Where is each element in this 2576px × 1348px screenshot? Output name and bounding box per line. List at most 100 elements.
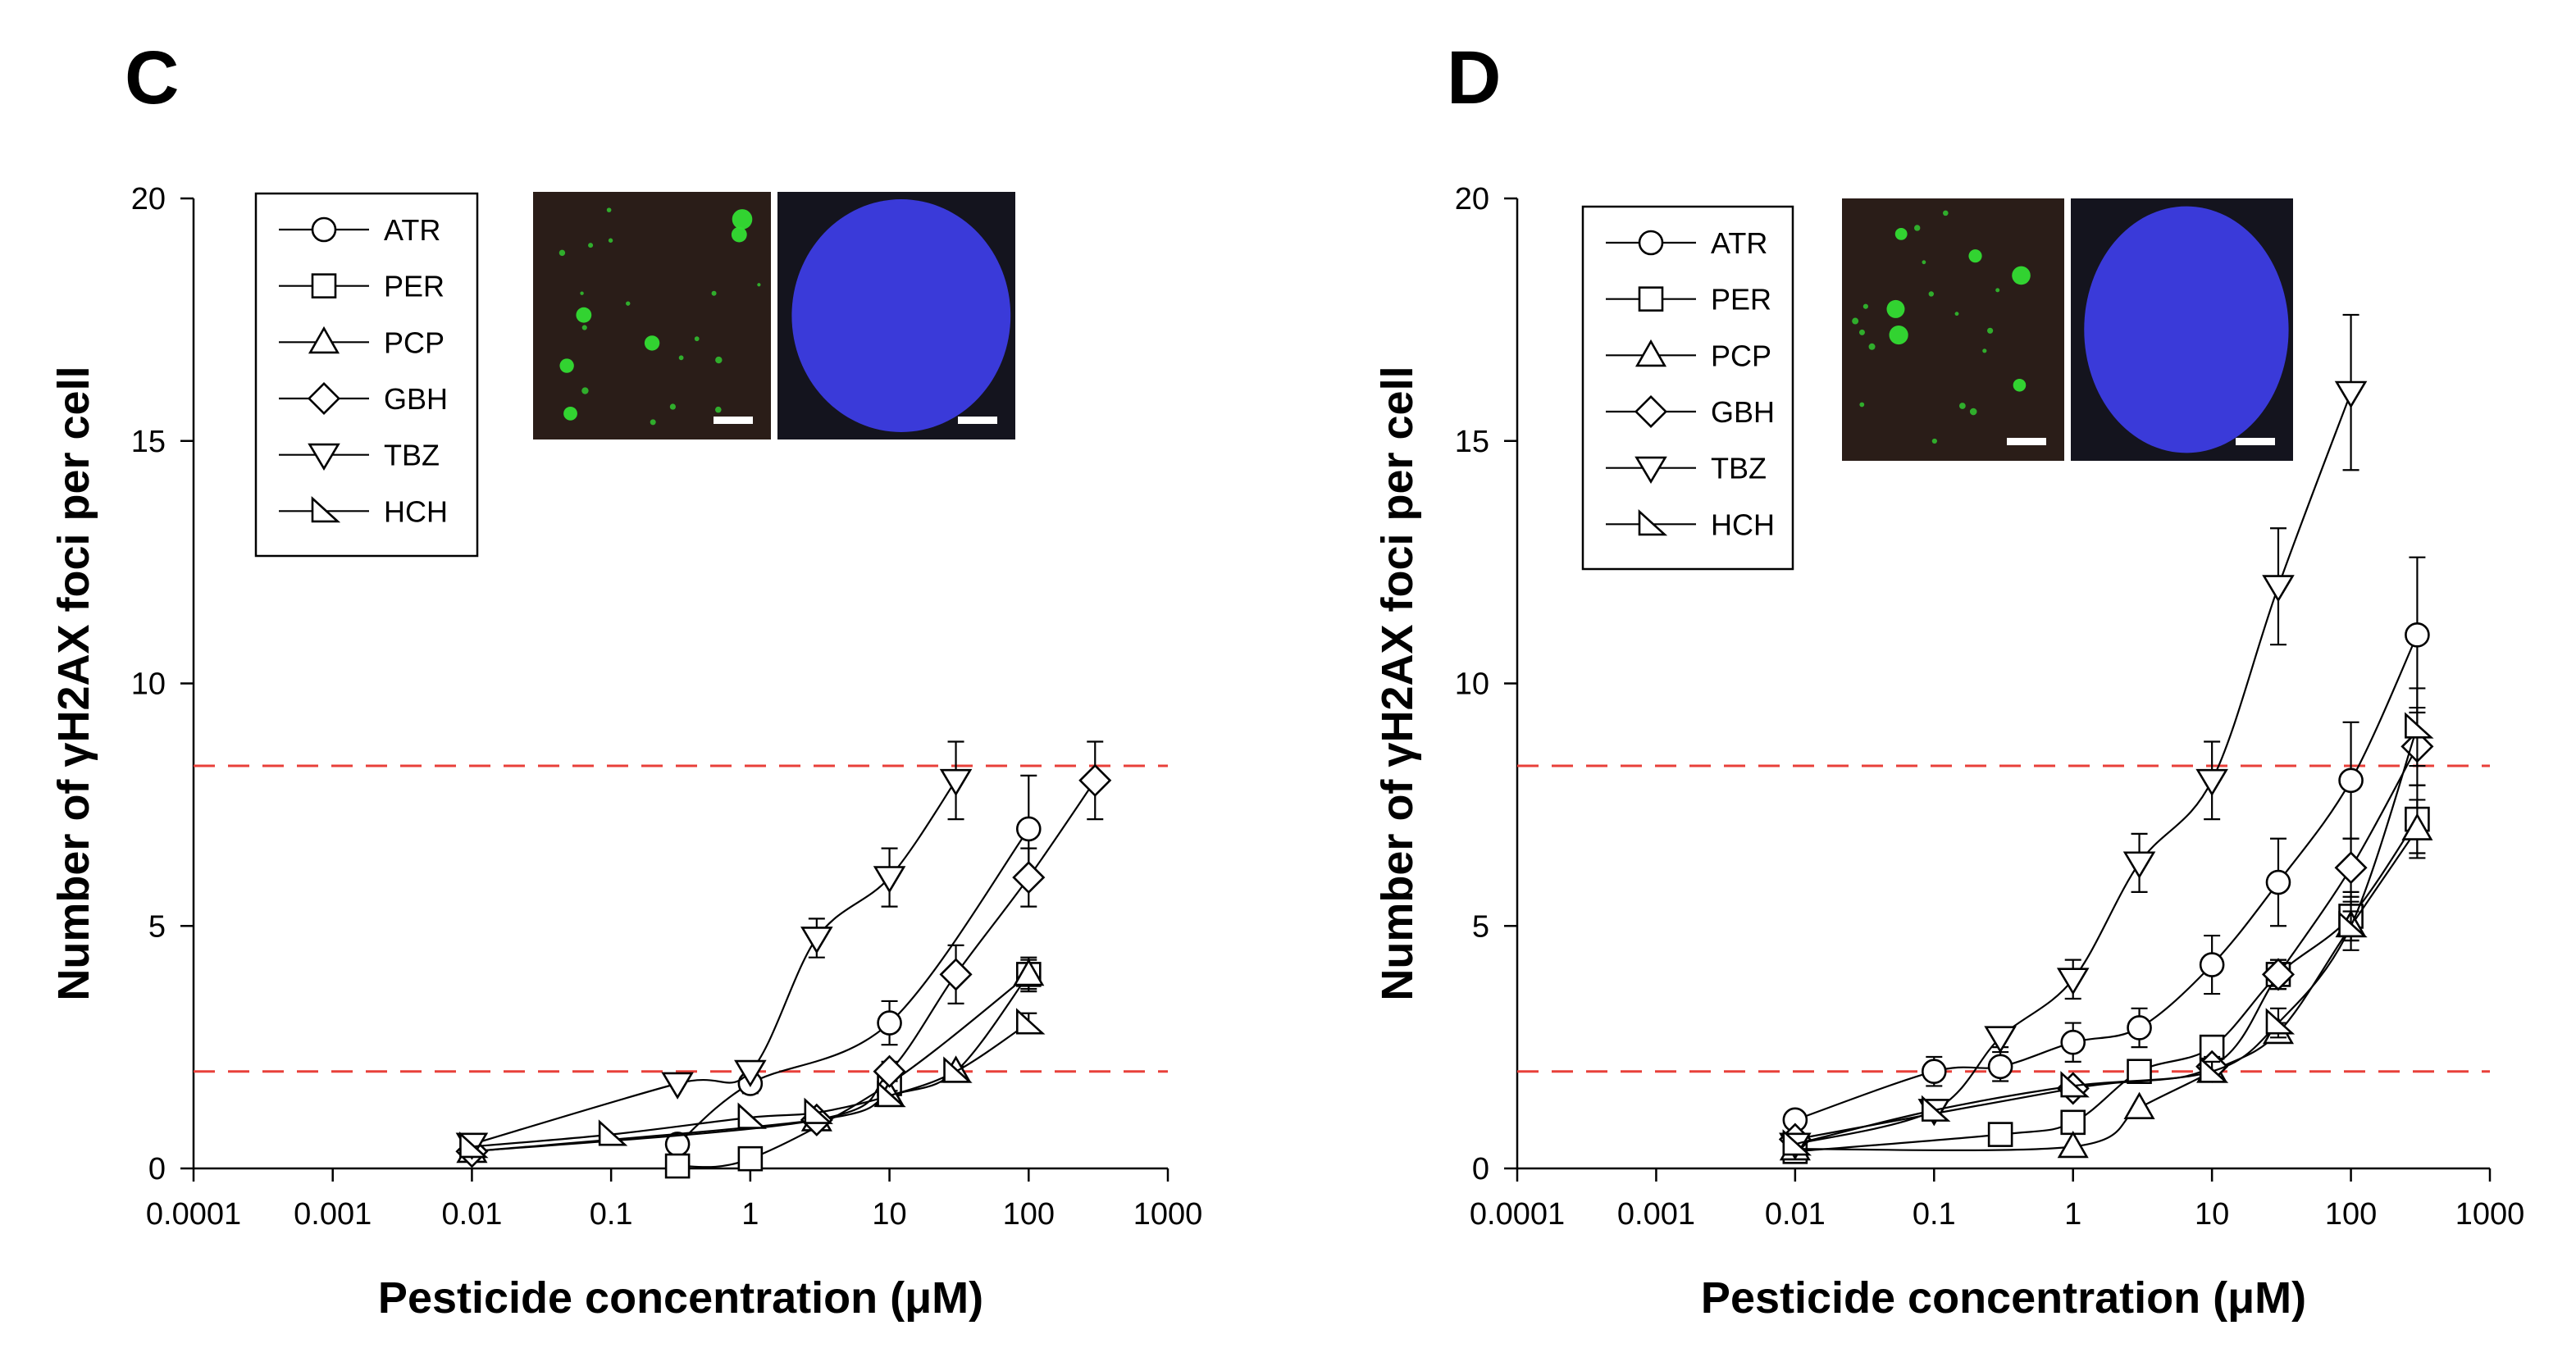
focus-spot xyxy=(1889,325,1908,345)
focus-spot xyxy=(644,335,660,351)
series-pcp xyxy=(1779,799,2433,1161)
x-tick-label: 0.1 xyxy=(1913,1197,1956,1232)
fit-curve xyxy=(1794,818,2419,1153)
data-point xyxy=(2057,1130,2089,1159)
series-hch xyxy=(459,1008,1046,1159)
legend-label: HCH xyxy=(384,494,448,528)
focus-spot xyxy=(626,301,631,306)
legend: ATR PER PCP GBH TBZ HCH xyxy=(1581,205,1794,571)
y-tick-label: 10 xyxy=(1455,667,1489,702)
x-tick-label: 100 xyxy=(1003,1197,1055,1232)
legend-marker xyxy=(1638,230,1664,256)
legend-marker xyxy=(308,443,340,471)
focus-spot xyxy=(732,209,753,230)
focus-spot xyxy=(711,290,717,296)
legend-marker xyxy=(308,326,340,354)
x-tick-label: 100 xyxy=(2325,1197,2377,1232)
data-point xyxy=(2405,712,2434,739)
x-axis-title: Pesticide concentration (μM) xyxy=(378,1273,983,1323)
focus-spot xyxy=(1859,402,1865,408)
series-per xyxy=(1782,784,2430,1164)
focus-spot xyxy=(650,419,656,426)
nucleus xyxy=(2084,206,2289,453)
focus-spot xyxy=(1886,299,1905,318)
y-tick-label: 20 xyxy=(131,182,166,216)
data-point xyxy=(1012,861,1046,895)
x-tick-label: 0.01 xyxy=(441,1197,502,1232)
focus-spot xyxy=(580,291,584,295)
legend-label: TBZ xyxy=(384,439,440,472)
data-point xyxy=(943,1056,973,1083)
legend-label: GBH xyxy=(384,382,448,416)
focus-spot xyxy=(606,207,612,212)
micrograph-inset xyxy=(533,192,1015,439)
x-tick-label: 0.001 xyxy=(294,1197,372,1232)
focus-spot xyxy=(2012,266,2031,285)
y-tick-label: 5 xyxy=(1472,909,1489,944)
y-tick-label: 15 xyxy=(131,425,166,459)
data-point xyxy=(1015,816,1042,842)
focus-spot xyxy=(1958,403,1966,409)
x-tick-label: 10 xyxy=(2195,1197,2229,1232)
scale-bar xyxy=(2007,438,2046,445)
focus-spot xyxy=(1862,303,1868,309)
fit-curve xyxy=(1794,634,2419,1121)
focus-spot xyxy=(1868,343,1876,350)
data-point xyxy=(873,1054,906,1088)
y-tick-label: 5 xyxy=(148,909,166,944)
legend-box xyxy=(254,192,479,558)
legend: ATR PER PCP GBH TBZ HCH xyxy=(254,192,479,558)
nucleus xyxy=(791,199,1011,432)
panel-letter: C xyxy=(125,36,179,120)
panel-d: D 0.0001 0.001 0.01 0.1 1 10 100 1000 0 5 10 15 20 Pes… xyxy=(1373,36,2524,1323)
fit-curve xyxy=(1794,828,2419,1152)
focus-spot xyxy=(714,406,722,413)
focus-spot xyxy=(1913,225,1921,231)
legend-marker xyxy=(1635,339,1667,367)
data-point xyxy=(2127,1059,2152,1084)
data-point xyxy=(2261,958,2296,991)
micrograph-inset xyxy=(1842,198,2293,461)
data-point xyxy=(2334,380,2368,408)
y-tick-label: 10 xyxy=(131,667,166,702)
scale-bar xyxy=(2236,438,2275,445)
data-point xyxy=(1987,1054,2013,1080)
fit-curve xyxy=(677,828,1030,1145)
focus-spot xyxy=(559,358,574,373)
x-tick-label: 0.01 xyxy=(1765,1197,1826,1232)
focus-spot xyxy=(1987,327,1994,334)
legend-label: GBH xyxy=(1711,395,1775,429)
focus-spot xyxy=(1931,438,1937,444)
series-atr xyxy=(664,774,1042,1157)
fit-curve xyxy=(472,973,1030,1153)
data-point xyxy=(2401,813,2433,840)
data-point xyxy=(2127,1015,2152,1041)
data-point xyxy=(2338,910,2368,938)
legend-box xyxy=(1581,205,1794,571)
data-point xyxy=(2265,1008,2296,1035)
data-point xyxy=(804,1097,833,1124)
series-tbz xyxy=(1779,313,2368,1160)
focus-spot xyxy=(608,238,613,243)
series-atr xyxy=(1782,556,2430,1133)
focus-spot xyxy=(669,403,676,410)
data-point xyxy=(2265,869,2291,895)
legend-label: TBZ xyxy=(1711,452,1767,485)
panel-c: C 0.0001 0.001 0.01 0.1 1 10 100 1000 0 5 10 15 20 Pes… xyxy=(49,36,1202,1323)
data-point xyxy=(2122,851,2156,879)
focus-spot xyxy=(678,355,684,361)
series-gbh xyxy=(455,740,1112,1168)
data-point xyxy=(873,866,906,894)
data-point xyxy=(2060,1071,2090,1098)
data-point xyxy=(734,1059,767,1088)
x-tick-label: 1 xyxy=(2064,1197,2081,1232)
data-point xyxy=(737,1102,768,1129)
data-point xyxy=(2123,1091,2155,1119)
data-point xyxy=(459,1132,489,1159)
focus-spot xyxy=(757,283,761,287)
fit-curve xyxy=(677,973,1029,1168)
y-tick-label: 0 xyxy=(1472,1152,1489,1186)
data-point xyxy=(2262,575,2295,603)
legend-marker xyxy=(1635,456,1667,485)
